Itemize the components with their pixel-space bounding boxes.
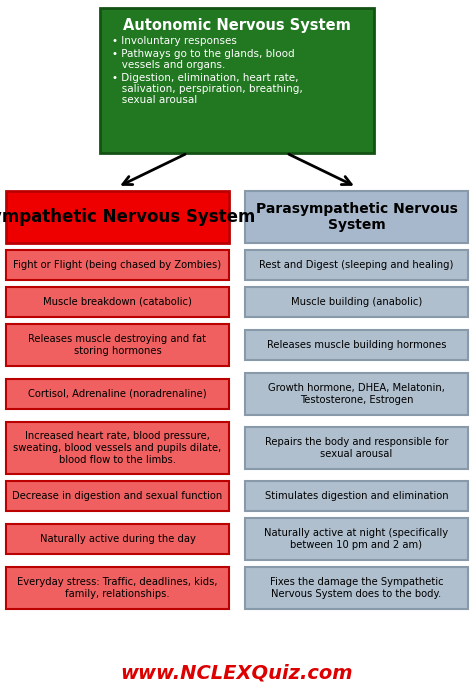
Text: Naturally active at night (specifically
between 10 pm and 2 am): Naturally active at night (specifically … [264, 528, 448, 550]
FancyBboxPatch shape [6, 524, 229, 554]
FancyBboxPatch shape [245, 373, 468, 415]
FancyBboxPatch shape [6, 250, 229, 280]
Text: Sympathetic Nervous System: Sympathetic Nervous System [0, 208, 255, 226]
Text: • Involuntary responses: • Involuntary responses [112, 36, 237, 46]
Text: Rest and Digest (sleeping and healing): Rest and Digest (sleeping and healing) [259, 260, 454, 270]
Text: salivation, perspiration, breathing,: salivation, perspiration, breathing, [112, 84, 303, 94]
Text: Naturally active during the day: Naturally active during the day [39, 534, 195, 544]
Text: www.NCLEXQuiz.com: www.NCLEXQuiz.com [121, 664, 353, 682]
Text: Cortisol, Adrenaline (noradrenaline): Cortisol, Adrenaline (noradrenaline) [28, 389, 207, 399]
Text: Growth hormone, DHEA, Melatonin,
Testosterone, Estrogen: Growth hormone, DHEA, Melatonin, Testost… [268, 383, 445, 405]
FancyBboxPatch shape [6, 324, 229, 366]
FancyBboxPatch shape [6, 287, 229, 317]
FancyBboxPatch shape [6, 422, 229, 474]
Text: Releases muscle destroying and fat
storing hormones: Releases muscle destroying and fat stori… [28, 334, 207, 356]
FancyBboxPatch shape [245, 481, 468, 511]
FancyBboxPatch shape [6, 379, 229, 409]
FancyBboxPatch shape [245, 250, 468, 280]
Text: • Digestion, elimination, heart rate,: • Digestion, elimination, heart rate, [112, 73, 299, 83]
Text: Muscle breakdown (catabolic): Muscle breakdown (catabolic) [43, 297, 192, 307]
Text: Increased heart rate, blood pressure,
sweating, blood vessels and pupils dilate,: Increased heart rate, blood pressure, sw… [13, 431, 222, 464]
FancyBboxPatch shape [245, 191, 468, 243]
Text: Repairs the body and responsible for
sexual arousal: Repairs the body and responsible for sex… [265, 437, 448, 459]
Text: Decrease in digestion and sexual function: Decrease in digestion and sexual functio… [12, 491, 223, 501]
Text: sexual arousal: sexual arousal [112, 95, 197, 105]
Text: • Pathways go to the glands, blood: • Pathways go to the glands, blood [112, 49, 295, 59]
FancyBboxPatch shape [245, 567, 468, 609]
FancyBboxPatch shape [6, 191, 229, 243]
FancyBboxPatch shape [6, 481, 229, 511]
FancyBboxPatch shape [100, 8, 374, 153]
Text: vessels and organs.: vessels and organs. [112, 60, 225, 70]
FancyBboxPatch shape [245, 287, 468, 317]
FancyBboxPatch shape [245, 427, 468, 469]
Text: Autonomic Nervous System: Autonomic Nervous System [123, 18, 351, 33]
Text: Releases muscle building hormones: Releases muscle building hormones [267, 340, 446, 350]
Text: Fixes the damage the Sympathetic
Nervous System does to the body.: Fixes the damage the Sympathetic Nervous… [270, 577, 443, 599]
Text: Parasympathetic Nervous
System: Parasympathetic Nervous System [255, 202, 457, 232]
Text: Fight or Flight (being chased by Zombies): Fight or Flight (being chased by Zombies… [13, 260, 221, 270]
FancyBboxPatch shape [245, 330, 468, 360]
Text: Muscle building (anabolic): Muscle building (anabolic) [291, 297, 422, 307]
FancyBboxPatch shape [245, 518, 468, 560]
FancyBboxPatch shape [6, 567, 229, 609]
Text: Stimulates digestion and elimination: Stimulates digestion and elimination [264, 491, 448, 501]
Text: Everyday stress: Traffic, deadlines, kids,
family, relationships.: Everyday stress: Traffic, deadlines, kid… [17, 577, 218, 599]
